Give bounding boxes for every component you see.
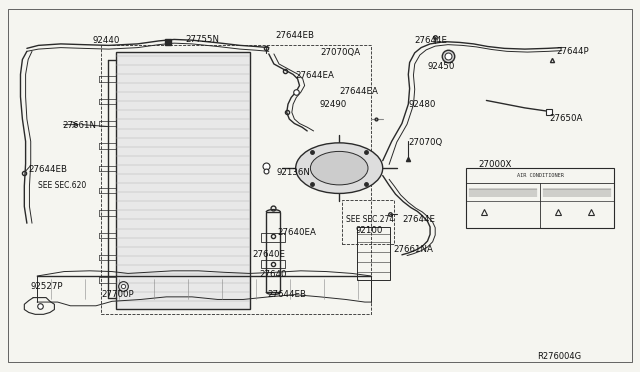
- Text: R276004G: R276004G: [538, 352, 582, 361]
- Text: 27640EA: 27640EA: [278, 228, 317, 237]
- Text: 92527P: 92527P: [31, 282, 63, 291]
- Text: SEE SEC.620: SEE SEC.620: [38, 182, 86, 190]
- Circle shape: [310, 151, 368, 185]
- Text: 27755N: 27755N: [186, 35, 220, 44]
- Text: 27640E: 27640E: [253, 250, 286, 259]
- Text: 92136N: 92136N: [276, 169, 310, 177]
- Text: 27644EA: 27644EA: [296, 71, 335, 80]
- Text: 27644E: 27644E: [415, 36, 448, 45]
- Text: 92490: 92490: [320, 100, 348, 109]
- Text: 92480: 92480: [408, 100, 436, 109]
- Text: 27661NA: 27661NA: [394, 245, 433, 254]
- Circle shape: [296, 143, 383, 193]
- Text: 27700P: 27700P: [101, 290, 134, 299]
- Text: 27000X: 27000X: [479, 160, 512, 169]
- Text: 27640: 27640: [259, 270, 287, 279]
- Text: 27644EB: 27644EB: [268, 290, 307, 299]
- Text: 92450: 92450: [428, 62, 455, 71]
- Text: 27070QA: 27070QA: [320, 48, 360, 57]
- Text: 27644EA: 27644EA: [339, 87, 378, 96]
- Text: SEE SEC.274: SEE SEC.274: [346, 215, 394, 224]
- Text: 27661N: 27661N: [63, 121, 97, 130]
- Text: 27644E: 27644E: [402, 215, 435, 224]
- Text: 92100: 92100: [356, 226, 383, 235]
- Text: 27070Q: 27070Q: [408, 138, 443, 147]
- Text: 92440: 92440: [93, 36, 120, 45]
- Polygon shape: [116, 52, 250, 309]
- Text: 27644EB: 27644EB: [29, 165, 68, 174]
- Text: 27644P: 27644P: [557, 47, 589, 56]
- Text: 27644EB: 27644EB: [275, 31, 314, 40]
- Text: 27650A: 27650A: [549, 114, 582, 123]
- Text: AIR CONDITIONER: AIR CONDITIONER: [516, 173, 564, 178]
